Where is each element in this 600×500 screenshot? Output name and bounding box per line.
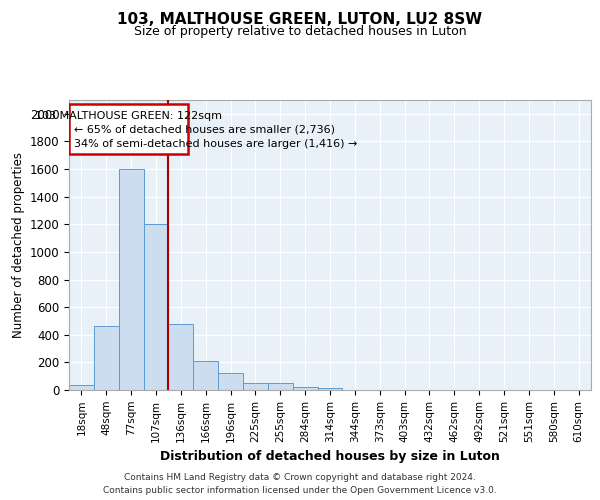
- Y-axis label: Number of detached properties: Number of detached properties: [13, 152, 25, 338]
- Bar: [143, 224, 169, 390]
- Bar: [94, 326, 119, 390]
- Text: 34% of semi-detached houses are larger (1,416) →: 34% of semi-detached houses are larger (…: [74, 138, 358, 148]
- FancyBboxPatch shape: [69, 104, 188, 154]
- Text: Contains HM Land Registry data © Crown copyright and database right 2024.: Contains HM Land Registry data © Crown c…: [124, 472, 476, 482]
- Bar: [119, 169, 143, 390]
- Bar: [218, 374, 243, 390]
- Bar: [69, 385, 94, 390]
- Text: 103 MALTHOUSE GREEN: 122sqm: 103 MALTHOUSE GREEN: 122sqm: [35, 110, 222, 120]
- Text: Size of property relative to detached houses in Luton: Size of property relative to detached ho…: [134, 25, 466, 38]
- Bar: [317, 388, 343, 390]
- Bar: [169, 324, 193, 390]
- Bar: [268, 383, 293, 390]
- Bar: [293, 386, 317, 390]
- Text: 103, MALTHOUSE GREEN, LUTON, LU2 8SW: 103, MALTHOUSE GREEN, LUTON, LU2 8SW: [118, 12, 482, 28]
- Text: ← 65% of detached houses are smaller (2,736): ← 65% of detached houses are smaller (2,…: [74, 124, 335, 134]
- Text: Contains public sector information licensed under the Open Government Licence v3: Contains public sector information licen…: [103, 486, 497, 495]
- Bar: [243, 383, 268, 390]
- Bar: [193, 361, 218, 390]
- X-axis label: Distribution of detached houses by size in Luton: Distribution of detached houses by size …: [160, 450, 500, 463]
